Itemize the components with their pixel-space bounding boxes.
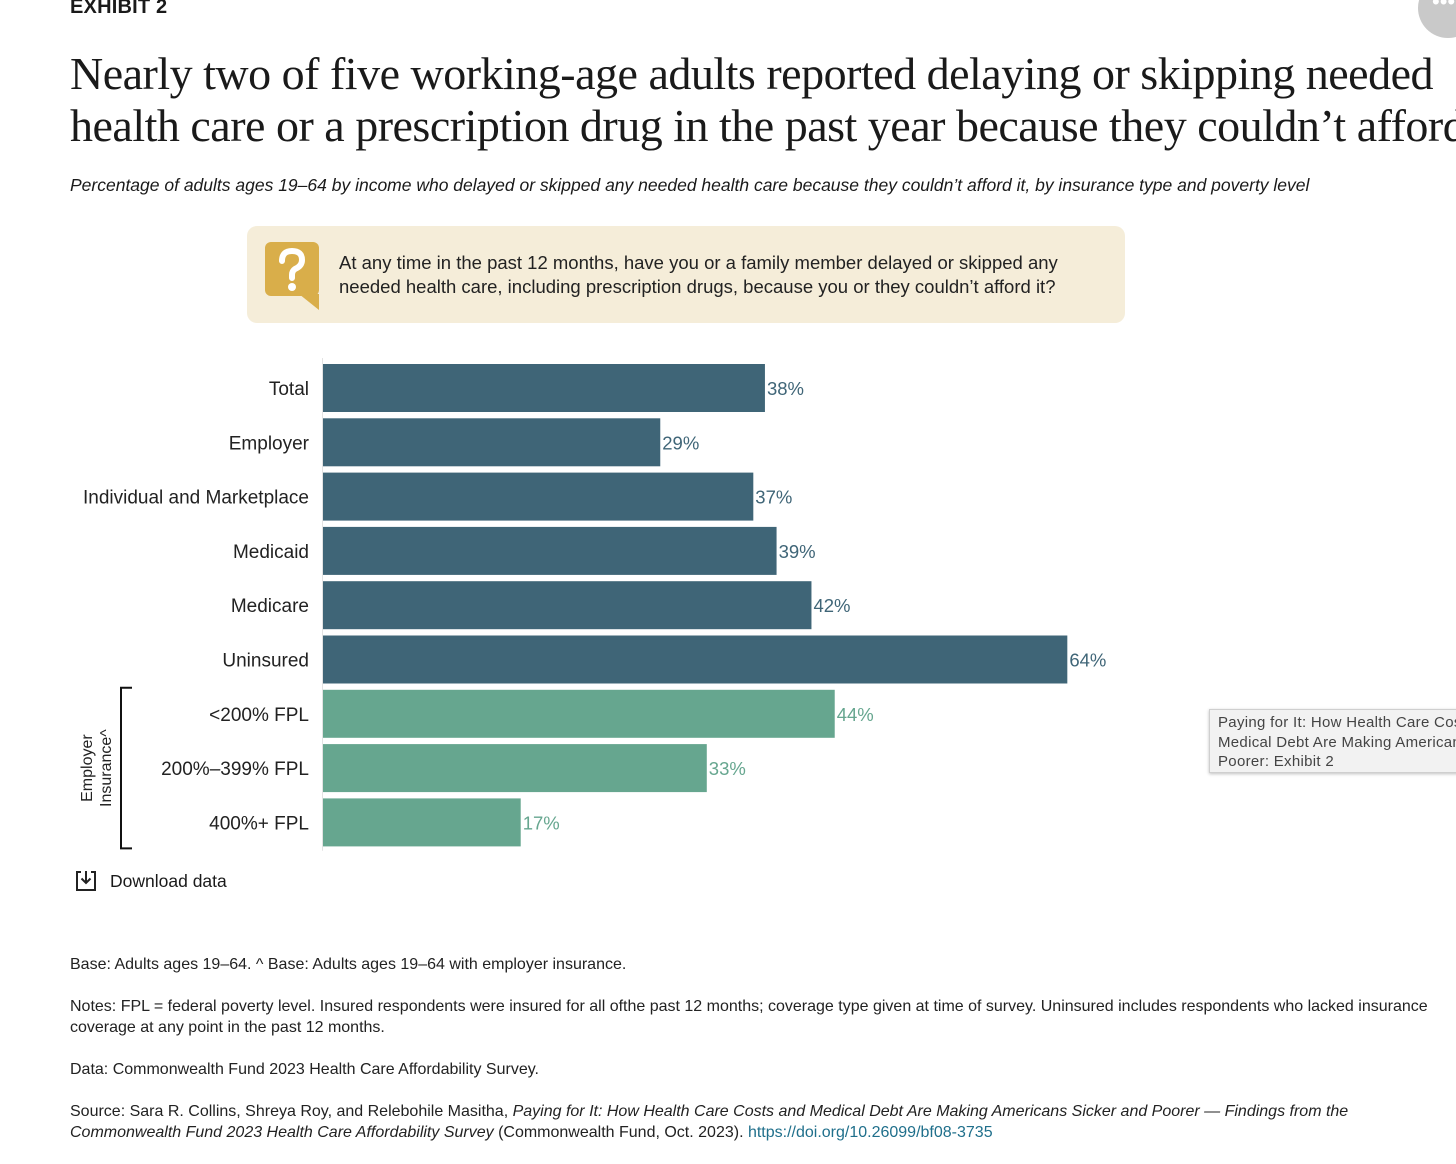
- source-link[interactable]: https://doi.org/10.26099/bf08-3735: [747, 1124, 993, 1141]
- tooltip-line-3: Poorer: Exhibit 2: [1218, 753, 1334, 770]
- bar-5: [323, 635, 1068, 684]
- question-line-2: needed health care, including prescripti…: [339, 276, 1056, 297]
- source-title: Paying for It: How Health Care Costs and…: [70, 1103, 1349, 1141]
- value-label: 44%: [837, 704, 874, 725]
- category-label: 400%+ FPL: [209, 813, 309, 834]
- value-label: 64%: [1069, 650, 1106, 671]
- bar-1: [323, 418, 661, 467]
- category-label: Medicaid: [233, 542, 309, 563]
- value-label: 39%: [779, 541, 816, 562]
- source-suffix: (Commonwealth Fund, Oct. 2023).: [493, 1124, 748, 1141]
- group-label-line: Insurance^: [98, 729, 115, 807]
- question-speech-bubble-icon: [265, 242, 319, 310]
- title-line-1: Nearly two of five working-age adults re…: [70, 48, 1434, 99]
- category-label: Employer: [229, 433, 310, 454]
- chart-notes: Base: Adults ages 19–64. ^ Base: Adults …: [70, 954, 1450, 1164]
- value-label: 42%: [813, 595, 850, 616]
- note-base: Base: Adults ages 19–64. ^ Base: Adults …: [70, 956, 627, 973]
- bar-2: [323, 472, 754, 521]
- download-data-label: Download data: [110, 870, 227, 891]
- category-label: Total: [269, 379, 309, 400]
- value-label: 29%: [662, 432, 699, 453]
- bar-7: [323, 744, 707, 793]
- bar-8: [323, 798, 521, 847]
- value-label: 38%: [767, 378, 804, 399]
- category-label: Uninsured: [222, 651, 309, 672]
- bar-6: [323, 689, 835, 738]
- tooltip-line-2: Medical Debt Are Making Americans Sicker…: [1218, 733, 1456, 751]
- value-label: 37%: [755, 487, 792, 508]
- source-prefix: Source: Sara R. Collins, Shreya Roy, and…: [70, 1103, 513, 1120]
- tooltip: Paying for It: How Health Care Costs and…: [1209, 709, 1456, 773]
- survey-question-text: At any time in the past 12 months, have …: [339, 251, 1119, 299]
- group-bracket: [120, 686, 132, 850]
- bar-chart: Total 38% Employer 29% Individual and Market…: [79, 358, 1106, 851]
- category-label: Medicare: [231, 596, 309, 617]
- bar-0: [323, 364, 765, 412]
- category-label: <200% FPL: [209, 705, 309, 726]
- note-data: Data: Commonwealth Fund 2023 Health Care…: [70, 1061, 539, 1078]
- title-line-2: health care or a prescription drug in th…: [70, 100, 1456, 151]
- group-label-employer-insurance: Employer Insurance^: [79, 729, 115, 807]
- group-label-line: Employer: [79, 734, 96, 802]
- category-label: Individual and Marketplace: [83, 488, 309, 509]
- survey-question-callout: At any time in the past 12 months, have …: [247, 226, 1125, 323]
- tooltip-line-1: Paying for It: How Health Care Costs and: [1218, 714, 1456, 731]
- exhibit-label: EXHIBIT 2: [70, 0, 168, 18]
- value-label: 33%: [709, 758, 746, 779]
- page-title: Nearly two of five working-age adults re…: [70, 48, 1456, 152]
- bar-4: [323, 581, 812, 630]
- value-label: 17%: [523, 812, 560, 833]
- question-line-1: At any time in the past 12 months, have …: [339, 252, 1058, 273]
- category-label: 200%–399% FPL: [161, 759, 309, 780]
- note-notes: Notes: FPL = federal poverty level. Insu…: [70, 998, 1428, 1036]
- download-icon: [76, 871, 96, 891]
- download-data-button[interactable]: Download data: [74, 868, 227, 894]
- bar-3: [323, 526, 777, 575]
- chart-subtitle: Percentage of adults ages 19–64 by incom…: [70, 175, 1310, 195]
- note-source: Source: Sara R. Collins, Shreya Roy, and…: [70, 1101, 1450, 1143]
